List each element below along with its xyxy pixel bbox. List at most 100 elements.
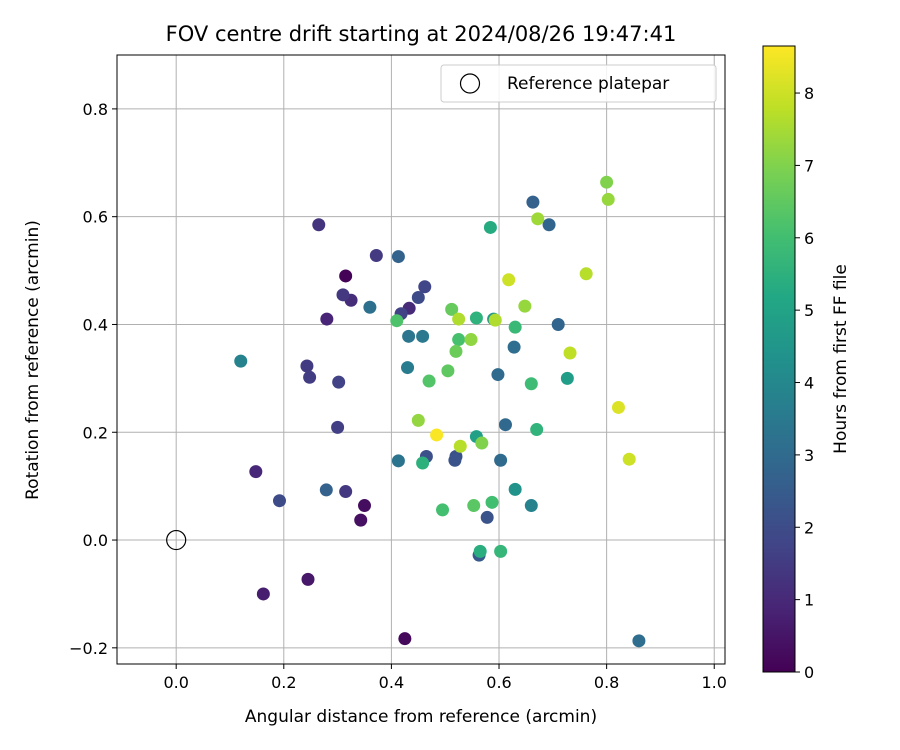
colorbar-ticks: 0 1 2 3 4 5 6 7 8 [795, 84, 814, 682]
chart-title: FOV centre drift starting at 2024/08/26 … [166, 22, 677, 46]
scatter-point [391, 250, 405, 264]
legend-marker-reference [459, 73, 481, 94]
y-tick-label: −0.2 [69, 639, 108, 658]
scatter-point [401, 361, 415, 375]
scatter-point [480, 510, 494, 524]
scatter-point [363, 300, 377, 314]
scatter-point [234, 354, 248, 368]
scatter-point [611, 400, 625, 414]
scatter-point [312, 218, 326, 232]
grid-lines [117, 55, 725, 664]
scatter-point [524, 377, 538, 391]
scatter-point [354, 513, 368, 527]
scatter-point [467, 499, 481, 513]
scatter-point [416, 329, 430, 343]
scatter-point [579, 267, 593, 281]
scatter-point [452, 333, 466, 347]
scatter-point [418, 280, 432, 294]
reference-platepar-marker [166, 529, 187, 551]
scatter-point [551, 317, 565, 331]
plot-area [117, 55, 725, 664]
y-tick-label: 0.8 [83, 100, 108, 119]
y-axis-label: Rotation from reference (arcmin) [23, 220, 43, 500]
scatter-point [300, 359, 314, 373]
scatter-point [563, 346, 577, 360]
scatter-point [560, 371, 574, 385]
scatter-point [390, 314, 404, 328]
y-axis-ticks: −0.2 0.0 0.2 0.4 0.6 0.8 [69, 100, 117, 658]
legend: Reference platepar [440, 64, 717, 103]
scatter-point [483, 220, 497, 234]
scatter-point [331, 420, 345, 434]
x-tick-label: 0.6 [486, 673, 511, 692]
scatter-point [488, 313, 502, 327]
scatter-point [494, 544, 508, 558]
colorbar-tick-label: 0 [804, 663, 814, 682]
scatter-point [339, 269, 353, 283]
scatter-point [319, 483, 333, 497]
scatter-point [542, 218, 556, 232]
scatter-point [369, 248, 383, 262]
colorbar-tick-label: 4 [804, 374, 814, 393]
reference-marker-group [166, 529, 187, 551]
scatter-point [332, 375, 346, 389]
scatter-point [518, 299, 532, 313]
colorbar-tick-label: 3 [804, 446, 814, 465]
scatter-point [436, 503, 450, 517]
scatter-point [449, 344, 463, 358]
scatter-point [622, 452, 636, 466]
scatter-point [453, 439, 467, 453]
scatter-point [391, 454, 405, 468]
scatter-point [530, 423, 544, 437]
scatter-point [601, 192, 615, 206]
x-tick-label: 0.0 [163, 673, 188, 692]
scatter-point [398, 632, 412, 646]
scatter-point [272, 494, 286, 508]
y-tick-label: 0.0 [83, 531, 108, 550]
scatter-points [234, 175, 646, 648]
scatter-point [502, 273, 516, 287]
plot-frame [116, 54, 726, 665]
scatter-point [464, 333, 478, 347]
scatter-point [475, 436, 489, 450]
scatter-point [600, 175, 614, 189]
scatter-point [411, 291, 425, 305]
scatter-point [320, 312, 334, 326]
scatter-point [526, 195, 540, 209]
legend-label-reference: Reference platepar [507, 74, 669, 94]
scatter-point [632, 634, 646, 648]
colorbar-tick-label: 1 [804, 591, 814, 610]
scatter-point [452, 312, 466, 326]
colorbar-tick-label: 7 [804, 156, 814, 175]
scatter-point [494, 453, 508, 467]
colorbar-tick-label: 2 [804, 518, 814, 537]
scatter-point [473, 544, 487, 558]
colorbar [762, 45, 796, 673]
scatter-point [445, 302, 459, 316]
scatter-point [498, 418, 512, 432]
scatter-point [448, 453, 462, 467]
scatter-point [303, 370, 317, 384]
x-axis-label: Angular distance from reference (arcmin) [245, 707, 597, 727]
scatter-point [430, 428, 444, 442]
scatter-point [531, 212, 545, 226]
legend-box [440, 64, 717, 103]
scatter-point [339, 485, 353, 499]
y-tick-label: 0.6 [83, 208, 108, 227]
scatter-point [249, 465, 263, 479]
colorbar-tick-label: 8 [804, 84, 814, 103]
y-tick-label: 0.2 [83, 423, 108, 442]
scatter-point [507, 340, 521, 354]
scatter-point [485, 495, 499, 509]
scatter-point [441, 364, 455, 378]
colorbar-tick-label: 5 [804, 301, 814, 320]
scatter-point [508, 482, 522, 496]
scatter-point [336, 288, 350, 302]
x-tick-label: 0.8 [594, 673, 619, 692]
scatter-point [422, 374, 436, 388]
x-tick-label: 0.2 [271, 673, 296, 692]
y-tick-label: 0.4 [83, 315, 108, 334]
scatter-point [491, 368, 505, 382]
x-tick-label: 0.4 [379, 673, 404, 692]
